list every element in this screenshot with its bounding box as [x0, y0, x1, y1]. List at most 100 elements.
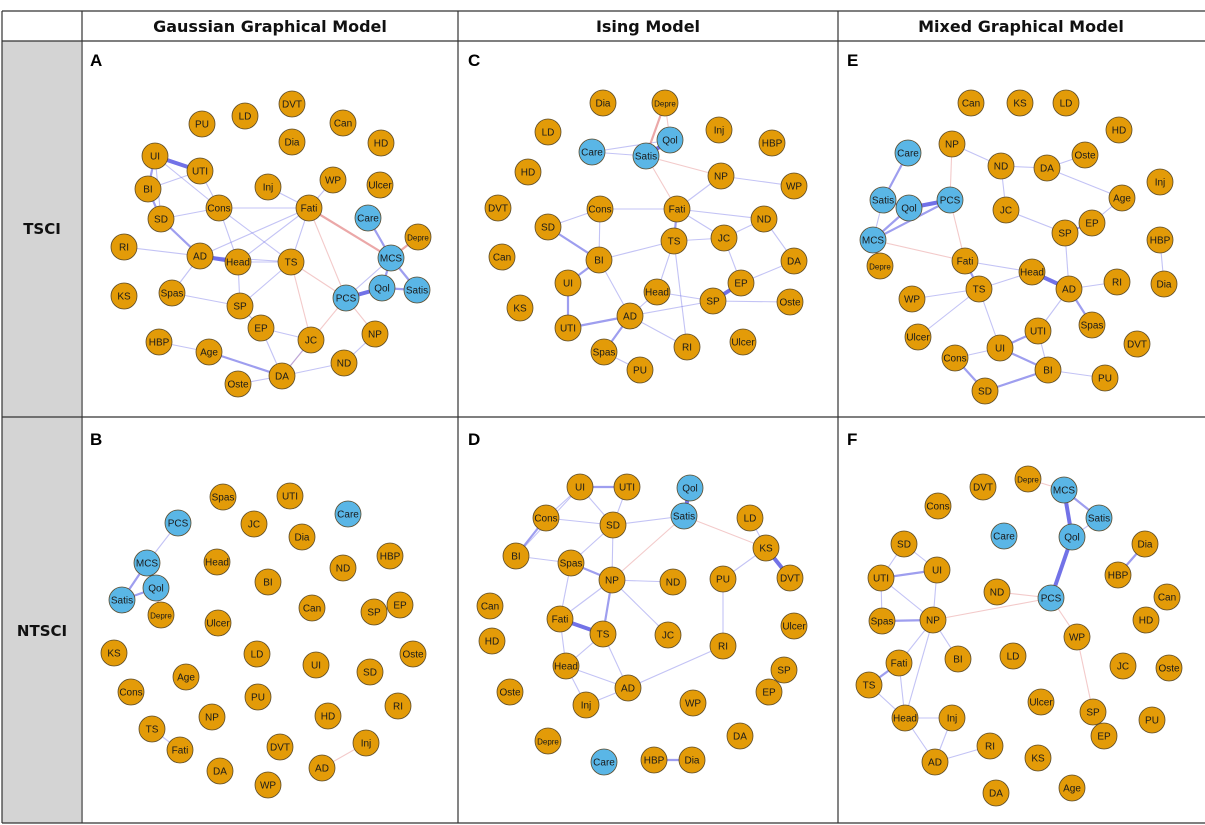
node-wp: WP [1063, 623, 1091, 651]
node-dia: Dia [278, 128, 306, 156]
node-label: UI [995, 344, 1005, 355]
edge-ts-ri [673, 240, 688, 348]
node-wp: WP [898, 285, 926, 313]
node-age: Age [172, 663, 200, 691]
node-label: Cons [534, 514, 557, 525]
node-label: PCS [940, 196, 961, 207]
node-ui: UI [302, 651, 330, 679]
node-ui: UI [923, 556, 951, 584]
node-label: Ulcer [782, 622, 806, 633]
node-circle [941, 344, 969, 372]
node-circle [1090, 722, 1118, 750]
node-label: Dia [595, 99, 610, 110]
node-hbp: HBP [640, 746, 668, 774]
node-label: Oste [779, 298, 801, 309]
node-circle [203, 548, 231, 576]
node-circle [663, 195, 691, 223]
node-can: Can [329, 109, 357, 137]
node-uti: UTI [613, 473, 641, 501]
node-label: Satis [1088, 514, 1110, 525]
node-ad: AD [614, 674, 642, 702]
edge-ad-sp [629, 300, 714, 317]
node-circle [1058, 523, 1086, 551]
node-satis: Satis [869, 186, 897, 214]
node-ulcer: Ulcer [204, 609, 232, 637]
node-label: TS [597, 630, 610, 641]
node-pcs: PCS [936, 186, 964, 214]
node-circle [330, 349, 358, 377]
edge-np-head [904, 619, 934, 719]
node-label: RI [1112, 278, 1122, 289]
node-label: Satis [635, 152, 657, 163]
node-label: Inj [714, 126, 725, 137]
node-circle [1024, 744, 1052, 772]
node-ts: TS [660, 227, 688, 255]
network-panel-e: Can KS LD HD NP Care Oste ND DA Inj Age PCS Satis Qol… [859, 89, 1178, 405]
node-circle [360, 598, 388, 626]
node-label: Satis [872, 196, 894, 207]
node-label: DA [989, 789, 1003, 800]
node-label: EP [1085, 219, 1099, 230]
node-ks: KS [752, 534, 780, 562]
node-circle [138, 715, 166, 743]
node-label: DA [733, 732, 747, 743]
node-inj: Inj [352, 729, 380, 757]
node-circle [643, 278, 671, 306]
node-can: Can [1153, 583, 1181, 611]
node-circle [226, 292, 254, 320]
node-circle [554, 314, 582, 342]
node-circle [376, 542, 404, 570]
node-da: DA [206, 757, 234, 785]
node-ts: TS [589, 620, 617, 648]
node-circle [377, 244, 405, 272]
node-ri: RI [976, 732, 1004, 760]
node-circle [1132, 606, 1160, 634]
node-circle [1033, 154, 1061, 182]
node-label: MCS [136, 559, 159, 570]
node-circle [613, 473, 641, 501]
node-circle [206, 757, 234, 785]
node-label: ND [337, 359, 351, 370]
node-mcs: MCS [133, 549, 161, 577]
node-circle [710, 224, 738, 252]
node-ri: RI [709, 632, 737, 660]
node-label: Cons [588, 205, 611, 216]
node-hbp: HBP [145, 328, 173, 356]
node-circle [110, 282, 138, 310]
node-spas: Spas [868, 607, 896, 635]
node-sd: SD [147, 205, 175, 233]
network-panel-b: Spas UTI PCS JC Care Dia MCS Head HBP ND Qol BI Sati… [100, 482, 427, 799]
node-hbp: HBP [1146, 226, 1174, 254]
node-pu: PU [1138, 706, 1166, 734]
node-label: LD [1060, 99, 1073, 110]
node-wp: WP [679, 689, 707, 717]
node-label: Dia [684, 756, 699, 767]
node-circle [1091, 364, 1119, 392]
edge-fati-mcs [308, 207, 392, 259]
node-circle [1051, 219, 1079, 247]
node-fati: Fati [166, 736, 194, 764]
node-circle [1006, 89, 1034, 117]
node-circle [990, 522, 1018, 550]
node-ulcer: Ulcer [366, 171, 394, 199]
node-label: Ulcer [1029, 698, 1053, 709]
node-pcs: PCS [164, 509, 192, 537]
node-label: PCS [336, 294, 357, 305]
node-ri: RI [673, 333, 701, 361]
node-oste: Oste [1155, 654, 1183, 682]
node-label: Fati [172, 746, 189, 757]
node-label: ND [757, 215, 771, 226]
node-circle [599, 511, 627, 539]
node-label: Spas [560, 559, 583, 570]
node-label: Fati [891, 659, 908, 670]
node-circle [484, 194, 512, 222]
node-ui: UI [141, 142, 169, 170]
node-circle [676, 474, 704, 502]
node-label: Care [993, 532, 1015, 543]
node-ad: AD [921, 748, 949, 776]
node-circle [134, 175, 162, 203]
node-label: AD [1062, 285, 1076, 296]
node-label: SD [606, 521, 620, 532]
node-circle [983, 578, 1011, 606]
node-qol: Qol [1058, 523, 1086, 551]
